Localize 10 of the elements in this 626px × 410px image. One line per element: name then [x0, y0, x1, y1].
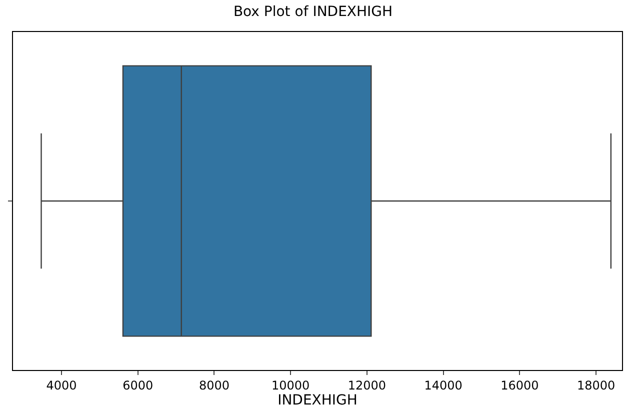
x-tick-label: 6000: [122, 378, 154, 392]
x-axis-title: INDEXHIGH: [278, 392, 358, 408]
x-tick-label: 12000: [348, 378, 386, 392]
x-tick-label: 14000: [424, 378, 462, 392]
x-tick-label: 18000: [576, 378, 616, 392]
x-tick-label: 8000: [198, 378, 230, 392]
x-tick-label: 4000: [46, 378, 77, 392]
chart-title: Box Plot of INDEXHIGH: [233, 4, 393, 20]
x-tick-label: 16000: [500, 378, 539, 392]
x-tick-label: 10000: [271, 378, 310, 392]
